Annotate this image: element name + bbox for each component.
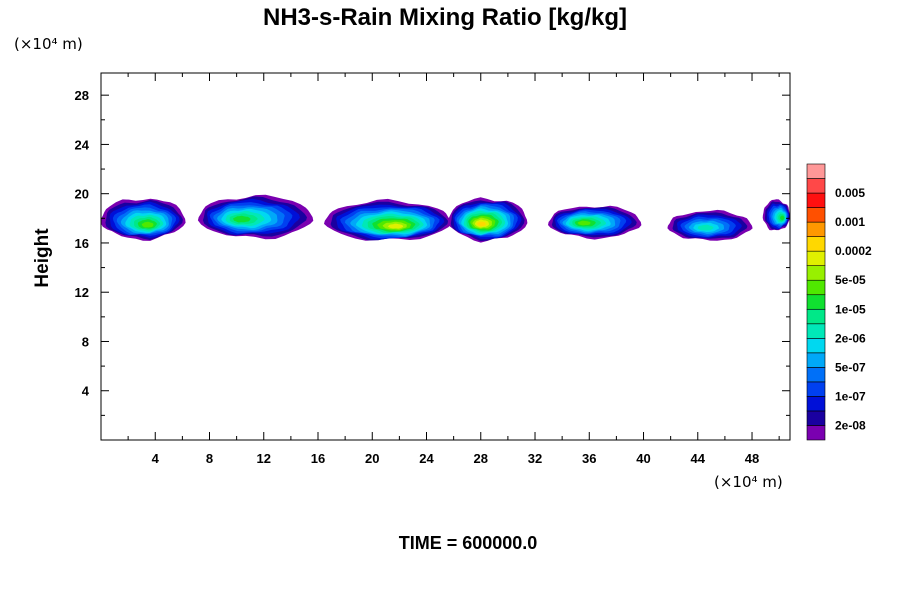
time-label: TIME = 600000.0 xyxy=(399,533,538,553)
colorbar-swatch xyxy=(806,352,826,368)
contour-band xyxy=(780,215,785,221)
contour-band xyxy=(388,223,404,229)
cloud-region xyxy=(324,198,452,241)
x-tick-label: 12 xyxy=(257,451,271,466)
y-tick-label: 16 xyxy=(75,236,89,251)
y-axis: 4 8 12 16 20 24 28 xyxy=(75,88,790,416)
chart-title: NH3-s-Rain Mixing Ratio [kg/kg] xyxy=(263,4,627,31)
colorbar-swatch xyxy=(806,308,826,325)
colorbar-label: 2e-08 xyxy=(835,418,866,432)
cloud-region xyxy=(447,197,528,243)
colorbar-label: 0.0002 xyxy=(835,244,872,258)
plot-frame xyxy=(100,72,791,441)
x-tick-label: 40 xyxy=(636,451,650,466)
cloud-region xyxy=(667,209,753,241)
colorbar-label: 5e-05 xyxy=(835,273,866,287)
contour-band xyxy=(577,220,591,226)
x-tick-label: 44 xyxy=(691,451,706,466)
cloud-region xyxy=(762,199,790,231)
colorbar-label: 2e-06 xyxy=(835,331,866,345)
colorbar-swatch xyxy=(806,265,826,281)
colorbar-swatch xyxy=(806,425,826,441)
colorbar-swatch xyxy=(806,207,826,223)
contour-band xyxy=(141,221,154,228)
colorbar-swatch xyxy=(806,367,826,383)
colorbar-label: 0.001 xyxy=(835,215,865,229)
colorbar-swatch xyxy=(806,236,826,252)
colorbar-swatch xyxy=(806,178,826,194)
colorbar-swatch xyxy=(806,221,826,237)
cloud-region xyxy=(101,198,186,241)
colorbar-swatch xyxy=(806,163,826,179)
colorbar-swatch xyxy=(806,396,826,412)
y-tick-label: 12 xyxy=(75,285,89,300)
y-tick-label: 20 xyxy=(75,187,89,202)
colorbar-label: 1e-05 xyxy=(835,302,866,316)
colorbar-swatch xyxy=(806,250,826,266)
cloud-region xyxy=(197,194,314,240)
contour-band xyxy=(233,215,251,223)
x-tick-label: 8 xyxy=(206,451,213,466)
y-tick-label: 24 xyxy=(75,137,90,152)
x-tick-label: 20 xyxy=(365,451,379,466)
x-tick-label: 16 xyxy=(311,451,325,466)
x-tick-label: 36 xyxy=(582,451,596,466)
colorbar-label: 1e-07 xyxy=(835,389,866,403)
colorbar-swatch xyxy=(806,381,826,397)
y-axis-unit: (×10⁴ m) xyxy=(14,35,83,53)
colorbar: 2e-08 1e-07 5e-07 2e-06 1e-05 5e-05 0.0002 0.00… xyxy=(806,163,872,441)
x-tick-label: 32 xyxy=(528,451,542,466)
x-tick-label: 4 xyxy=(152,451,160,466)
y-tick-label: 28 xyxy=(75,88,89,103)
colorbar-swatch xyxy=(806,294,826,310)
x-axis: 4 8 12 16 20 24 28 32 36 40 44 48 xyxy=(127,73,780,466)
colorbar-swatch xyxy=(806,338,826,354)
x-tick-label: 28 xyxy=(474,451,488,466)
y-axis-title: Height xyxy=(32,228,53,288)
x-axis-unit: (×10⁴ m) xyxy=(714,473,783,491)
colorbar-swatch xyxy=(806,323,826,339)
cloud-region xyxy=(548,205,642,240)
colorbar-swatch xyxy=(806,192,826,208)
cloud-field xyxy=(101,194,790,243)
contour-band xyxy=(697,224,714,231)
x-tick-label: 48 xyxy=(745,451,759,466)
x-tick-label: 24 xyxy=(419,451,434,466)
colorbar-swatch xyxy=(806,279,826,296)
y-tick-label: 4 xyxy=(82,384,90,399)
colorbar-label: 5e-07 xyxy=(835,360,866,374)
colorbar-label: 0.005 xyxy=(835,186,865,200)
y-tick-label: 8 xyxy=(82,334,89,349)
colorbar-swatch xyxy=(806,410,826,426)
contour-band xyxy=(477,221,486,227)
